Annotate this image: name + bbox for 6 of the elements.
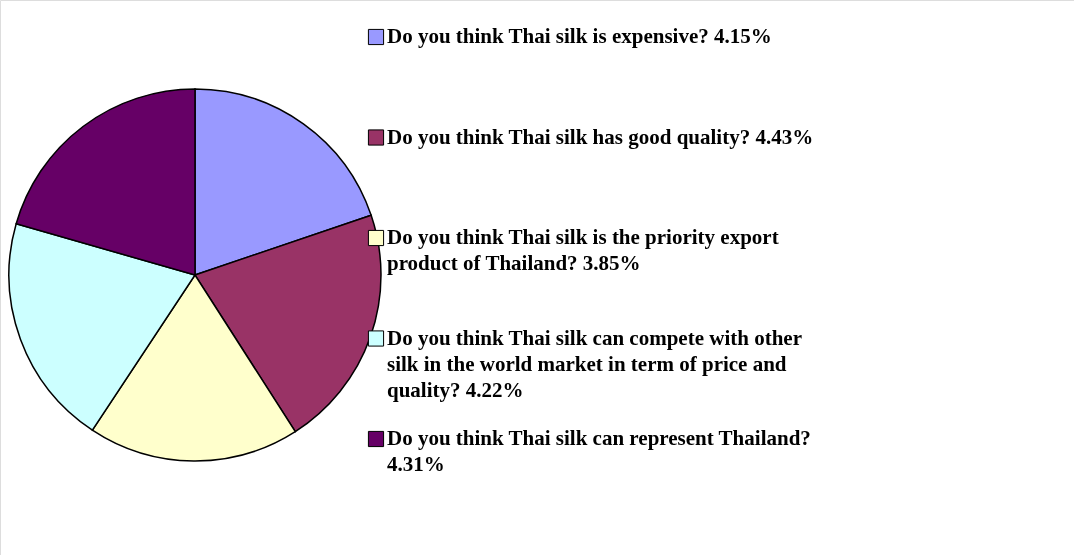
legend-label: Do you think Thai silk is the priority export product of Thailand? 3.85% xyxy=(387,225,779,275)
legend-label: Do you think Thai silk can represent Thailand? xyxy=(387,426,811,450)
legend-label: Do you think Thai silk can compete with other silk in the world market in term of price and quality? 4.22% xyxy=(387,325,802,402)
legend-label: Do you think Thai silk has good quality? 4.43% xyxy=(387,124,814,149)
legend-label: Do you think Thai silk is expensive? 4.15% xyxy=(387,24,772,48)
data-label: 4.31% xyxy=(387,452,445,476)
